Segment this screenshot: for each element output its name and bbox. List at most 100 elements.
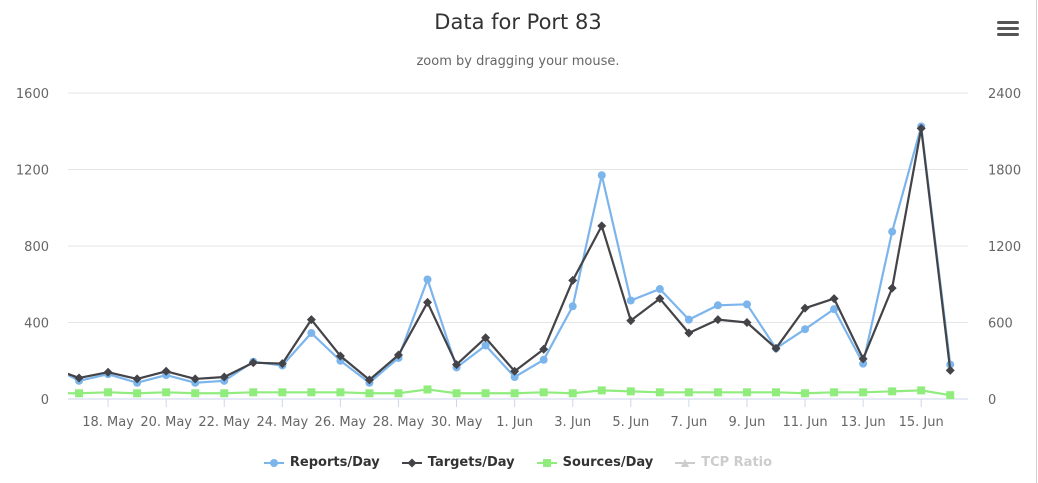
data-point-sources-day bbox=[365, 389, 374, 398]
data-point-sources-day bbox=[655, 388, 664, 397]
data-point-targets-day bbox=[713, 315, 723, 325]
x-axis-tick-label: 9. Jun bbox=[729, 415, 766, 430]
legend-item-reports-day[interactable]: Reports/Day bbox=[263, 455, 380, 470]
data-point-targets-day bbox=[510, 366, 520, 376]
x-axis-tick-label: 24. May bbox=[256, 415, 308, 430]
data-point-reports-day bbox=[684, 315, 693, 324]
data-point-sources-day bbox=[481, 389, 490, 398]
data-point-sources-day bbox=[162, 388, 171, 397]
data-point-targets-day bbox=[161, 366, 171, 376]
legend-label: Sources/Day bbox=[562, 455, 654, 470]
data-point-targets-day bbox=[597, 221, 607, 231]
data-point-targets-day bbox=[423, 297, 433, 307]
x-axis-tick-label: 30. May bbox=[431, 415, 483, 430]
y-axis-left-tick-label: 1600 bbox=[16, 87, 49, 102]
data-point-reports-day bbox=[307, 329, 316, 338]
data-point-reports-day bbox=[859, 359, 868, 368]
data-point-reports-day bbox=[888, 227, 897, 236]
data-point-sources-day bbox=[220, 389, 229, 398]
data-point-sources-day bbox=[510, 389, 519, 398]
x-axis-tick-label: 3. Jun bbox=[554, 415, 591, 430]
data-point-targets-day bbox=[481, 333, 491, 343]
data-point-sources-day bbox=[133, 389, 142, 398]
x-axis-tick-label: 20. May bbox=[140, 415, 192, 430]
data-point-sources-day bbox=[830, 388, 839, 397]
y-axis-left-tick-label: 0 bbox=[41, 393, 49, 408]
data-point-reports-day bbox=[568, 302, 577, 311]
legend-item-tcp-ratio[interactable]: TCP Ratio bbox=[675, 455, 772, 470]
data-point-sources-day bbox=[452, 389, 461, 398]
legend-symbol-triangle-icon bbox=[675, 458, 696, 467]
data-point-targets-day bbox=[103, 367, 113, 377]
data-point-targets-day bbox=[539, 344, 549, 354]
data-point-targets-day bbox=[655, 294, 665, 304]
data-point-reports-day bbox=[481, 341, 490, 350]
data-point-sources-day bbox=[859, 388, 868, 397]
data-point-targets-day bbox=[916, 123, 926, 133]
chart-title: Data for Port 83 bbox=[434, 10, 602, 34]
data-point-sources-day bbox=[307, 388, 316, 397]
y-axis-right-tick-label: 600 bbox=[988, 317, 1013, 332]
data-point-targets-day bbox=[684, 328, 694, 338]
data-point-targets-day bbox=[887, 283, 897, 293]
legend-symbol-square-icon bbox=[536, 458, 557, 467]
data-point-targets-day bbox=[335, 351, 345, 361]
series-line-targets-day bbox=[68, 127, 952, 381]
data-point-targets-day bbox=[74, 373, 84, 383]
data-point-reports-day bbox=[655, 285, 664, 294]
data-point-targets-day bbox=[771, 343, 781, 353]
legend-item-sources-day[interactable]: Sources/Day bbox=[536, 455, 654, 470]
x-axis-tick-label: 18. May bbox=[82, 415, 134, 430]
data-point-sources-day bbox=[568, 389, 577, 398]
x-axis-tick-label: 26. May bbox=[315, 415, 367, 430]
data-point-targets-day bbox=[742, 318, 752, 327]
data-point-sources-day bbox=[597, 386, 606, 395]
data-point-targets-day bbox=[277, 359, 287, 369]
x-axis-tick-label: 1. Jun bbox=[496, 415, 533, 430]
data-point-sources-day bbox=[946, 391, 955, 400]
x-axis-tick-label: 15. Jun bbox=[899, 415, 944, 430]
x-axis-tick-label: 13. Jun bbox=[841, 415, 886, 430]
data-point-targets-day bbox=[393, 350, 403, 360]
data-point-sources-day bbox=[423, 385, 432, 394]
menu-bar bbox=[997, 33, 1019, 36]
data-point-targets-day bbox=[452, 360, 462, 370]
data-point-sources-day bbox=[917, 386, 926, 395]
data-point-reports-day bbox=[830, 305, 839, 314]
data-point-sources-day bbox=[742, 388, 751, 397]
data-point-targets-day bbox=[626, 316, 636, 326]
data-point-sources-day bbox=[394, 389, 403, 398]
data-point-reports-day bbox=[510, 373, 519, 382]
data-point-sources-day bbox=[75, 389, 84, 398]
y-axis-left-tick-label: 1200 bbox=[16, 164, 49, 179]
x-axis-tick-label: 28. May bbox=[373, 415, 425, 430]
x-axis-tick-label: 7. Jun bbox=[670, 415, 707, 430]
data-point-reports-day bbox=[539, 355, 548, 364]
data-point-targets-day bbox=[858, 354, 868, 364]
legend-label: Reports/Day bbox=[289, 455, 380, 470]
data-point-targets-day bbox=[945, 365, 955, 375]
data-point-targets-day bbox=[800, 303, 810, 313]
legend-item-targets-day[interactable]: Targets/Day bbox=[401, 455, 515, 470]
data-point-targets-day bbox=[132, 374, 142, 384]
legend-label: TCP Ratio bbox=[701, 455, 773, 470]
data-point-sources-day bbox=[278, 388, 287, 397]
hamburger-menu-icon[interactable] bbox=[994, 18, 1022, 42]
data-point-targets-day bbox=[364, 375, 374, 385]
data-point-targets-day bbox=[190, 374, 200, 384]
y-axis-right-tick-label: 1200 bbox=[988, 240, 1021, 255]
data-point-targets-day bbox=[829, 294, 839, 304]
data-point-reports-day bbox=[713, 301, 722, 310]
y-axis-left-tick-label: 800 bbox=[24, 240, 49, 255]
data-point-sources-day bbox=[713, 388, 722, 397]
x-axis-tick-label: 11. Jun bbox=[782, 415, 827, 430]
data-point-targets-day bbox=[219, 372, 229, 382]
chart-subtitle: zoom by dragging your mouse. bbox=[416, 54, 620, 69]
data-point-sources-day bbox=[539, 388, 548, 397]
y-axis-right-tick-label: 2400 bbox=[988, 87, 1021, 102]
data-point-sources-day bbox=[684, 388, 693, 397]
data-point-sources-day bbox=[104, 388, 113, 397]
data-point-targets-day bbox=[568, 275, 578, 285]
